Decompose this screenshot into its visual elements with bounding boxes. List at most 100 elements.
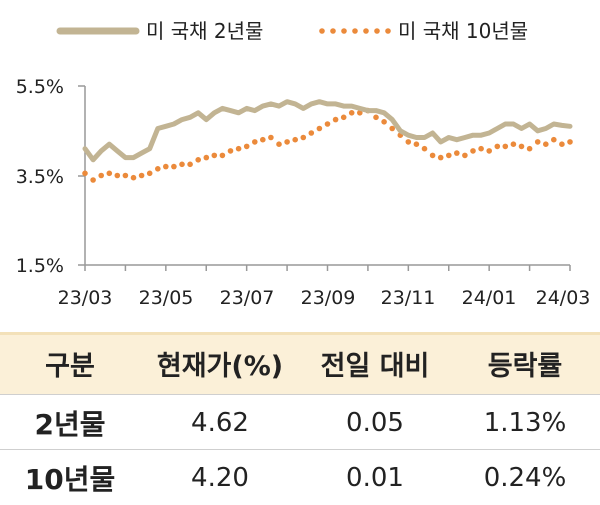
series-10y-point xyxy=(211,152,218,159)
rate-value: 0.24% xyxy=(483,462,567,493)
change-value: 0.01 xyxy=(346,462,404,493)
series-10y-point xyxy=(551,136,557,143)
series-10y-point xyxy=(292,136,299,143)
legend-10y-label: 미 국채 10년물 xyxy=(398,19,528,43)
series-10y-point xyxy=(381,119,387,125)
y-tick-label: 3.5% xyxy=(16,166,64,188)
series-10y-point xyxy=(106,170,113,177)
table-header-row: 구분 현재가(%) 전일 대비 등락률 xyxy=(0,332,600,394)
series-10y-point xyxy=(494,143,501,150)
series-10y-point xyxy=(559,141,565,147)
series-10y-point xyxy=(373,114,379,121)
legend-10y-swatch xyxy=(319,28,391,34)
series-10y-point xyxy=(470,148,476,154)
series-10y-point xyxy=(219,152,226,159)
header-price: 현재가(%) xyxy=(156,350,284,382)
series-10y-point xyxy=(308,130,315,136)
series-10y-point xyxy=(518,143,525,150)
series-10y-point xyxy=(462,152,468,159)
table-row: 10년물 4.20 0.01 0.24% xyxy=(0,449,600,505)
header-rate: 등락률 xyxy=(487,350,563,382)
legend-dot xyxy=(374,28,380,34)
legend-dot xyxy=(363,28,369,34)
series-10y-point xyxy=(114,172,121,179)
series-10y-point xyxy=(502,143,509,150)
series-10y-point xyxy=(122,172,129,179)
series-10y-point xyxy=(235,145,242,152)
series-10y-point xyxy=(543,141,549,147)
header-category: 구분 xyxy=(45,350,95,382)
row-label: 10년물 xyxy=(24,462,116,496)
series-10y-point xyxy=(332,116,339,123)
series-10y-point xyxy=(510,141,517,147)
series-10y-point xyxy=(389,125,396,132)
series-10y-point xyxy=(567,139,573,145)
series-10y-point xyxy=(284,139,290,145)
series-10y-point xyxy=(82,170,88,177)
y-tick-label: 5.5% xyxy=(16,76,64,98)
series-10y-point xyxy=(478,145,484,152)
series-10y-point xyxy=(486,148,493,154)
series-10y-point xyxy=(534,139,541,145)
series-10y-point xyxy=(130,174,137,181)
series-10y-point xyxy=(227,148,234,154)
series-10y-point xyxy=(138,172,145,179)
series-10y-point xyxy=(357,110,363,116)
x-tick-label: 23/03 xyxy=(58,287,113,309)
series-10y-point xyxy=(276,141,282,147)
series-10y-point xyxy=(203,154,210,161)
legend: 미 국채 2년물 미 국채 10년물 xyxy=(56,19,528,43)
x-tick-label: 23/11 xyxy=(381,287,436,309)
series-10y-point xyxy=(324,121,331,127)
series-10y-point xyxy=(260,136,266,143)
series-10y-point xyxy=(268,134,274,141)
header-change: 전일 대비 xyxy=(320,350,430,382)
series-10y-point xyxy=(454,150,460,156)
series-10y-point xyxy=(316,125,323,132)
series-2y-line xyxy=(82,99,573,163)
y-tick-label: 1.5% xyxy=(16,255,64,277)
price-value: 4.62 xyxy=(191,407,249,438)
series-10y-point xyxy=(526,145,533,152)
x-ticks: 23/03 23/05 23/07 23/09 23/11 24/01 24/0… xyxy=(58,287,591,309)
x-tick-marks xyxy=(84,265,571,271)
series-10y-point xyxy=(98,172,104,179)
row-label: 2년물 xyxy=(34,407,106,441)
x-tick-label: 23/07 xyxy=(220,287,275,309)
change-value: 0.05 xyxy=(346,407,404,438)
legend-dot xyxy=(319,28,325,34)
legend-dot xyxy=(385,28,391,34)
x-tick-label: 24/01 xyxy=(462,287,517,309)
series-10y-point xyxy=(171,163,177,170)
series-10y-point xyxy=(429,152,436,159)
series-10y-point xyxy=(405,139,412,145)
series-10y-point xyxy=(155,166,161,172)
series-10y-point xyxy=(187,161,193,168)
series-10y-point xyxy=(421,145,428,152)
x-tick-label: 24/03 xyxy=(536,287,591,309)
rate-value: 1.13% xyxy=(483,407,567,438)
series-10y-point xyxy=(252,139,258,145)
series-10y-point xyxy=(179,161,185,168)
legend-dot xyxy=(330,28,336,34)
yield-chart: 미 국채 2년물 미 국채 10년물 5.5% 3.5% 1.5% 23/03 … xyxy=(16,19,591,309)
x-tick-label: 23/05 xyxy=(139,287,194,309)
series-10y-point xyxy=(90,177,96,183)
series-10y xyxy=(82,107,573,183)
series-10y-point xyxy=(413,141,420,147)
legend-dot xyxy=(352,28,358,34)
series-10y-point xyxy=(446,152,452,159)
y-ticks: 5.5% 3.5% 1.5% xyxy=(16,76,85,277)
series-10y-point xyxy=(340,114,347,121)
price-value: 4.20 xyxy=(191,462,249,493)
yield-table: 구분 현재가(%) 전일 대비 등락률 2년물 4.62 0.05 1.13% … xyxy=(0,332,600,504)
series-10y-point xyxy=(243,143,250,150)
legend-dot xyxy=(341,28,347,34)
series-10y-point xyxy=(195,157,201,163)
series-10y-point xyxy=(348,110,355,116)
legend-2y-label: 미 국채 2년물 xyxy=(146,19,263,43)
series-10y-point xyxy=(437,154,444,161)
table-row: 2년물 4.62 0.05 1.13% xyxy=(0,394,600,450)
x-tick-label: 23/09 xyxy=(301,287,356,309)
series-10y-point xyxy=(146,170,153,177)
